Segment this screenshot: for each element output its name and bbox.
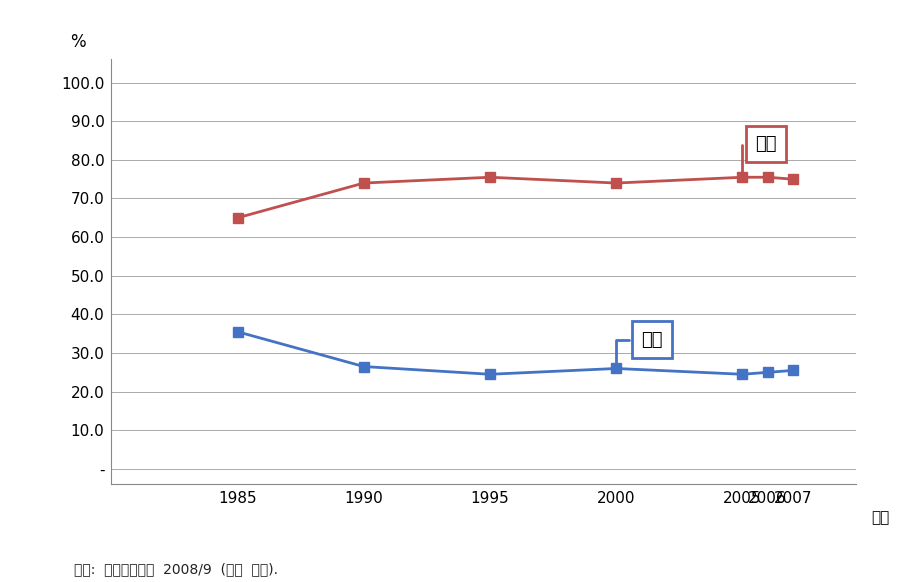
Text: 국산: 국산 [616,331,663,365]
Text: %: % [70,33,86,51]
Text: 수입: 수입 [742,136,776,175]
Text: 연도: 연도 [871,510,889,525]
Text: 자료:  한국축산연감  2008/9  (일부  수정).: 자료: 한국축산연감 2008/9 (일부 수정). [74,562,278,576]
